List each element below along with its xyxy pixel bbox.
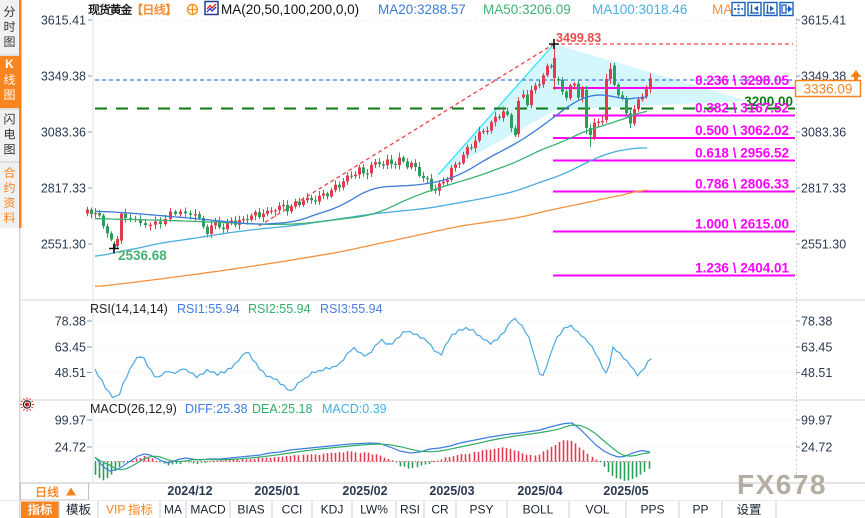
svg-text:48.51: 48.51 xyxy=(55,366,86,380)
svg-text:78.38: 78.38 xyxy=(55,315,86,329)
svg-text:KDJ: KDJ xyxy=(321,503,344,517)
svg-text:RSI3:55.94: RSI3:55.94 xyxy=(320,302,383,316)
svg-text:0.500 \ 3062.02: 0.500 \ 3062.02 xyxy=(695,123,789,138)
svg-text:1.000 \ 2615.00: 1.000 \ 2615.00 xyxy=(695,217,789,232)
svg-text:2536.68: 2536.68 xyxy=(118,248,167,263)
svg-text:2024/12: 2024/12 xyxy=(167,484,212,498)
svg-text:VIP: VIP xyxy=(106,503,125,517)
svg-text:99.97: 99.97 xyxy=(801,414,832,428)
svg-text:0.236 \ 3298.05: 0.236 \ 3298.05 xyxy=(695,73,789,88)
svg-text:MA50:3206.09: MA50:3206.09 xyxy=(483,2,571,17)
svg-text:RSI: RSI xyxy=(400,503,420,517)
svg-text:2025/02: 2025/02 xyxy=(342,484,387,498)
svg-text:2817.33: 2817.33 xyxy=(41,182,86,196)
svg-text:3615.41: 3615.41 xyxy=(801,14,846,28)
svg-text:2551.30: 2551.30 xyxy=(41,238,86,252)
svg-text:3336.09: 3336.09 xyxy=(804,82,853,97)
svg-text:24.72: 24.72 xyxy=(55,441,86,455)
svg-text:48.51: 48.51 xyxy=(801,366,832,380)
svg-text:2025/04: 2025/04 xyxy=(517,484,562,498)
svg-text:3499.83: 3499.83 xyxy=(556,31,601,45)
svg-text:2551.30: 2551.30 xyxy=(801,238,846,252)
svg-text:CR: CR xyxy=(431,503,449,517)
svg-text:MACD: MACD xyxy=(190,503,226,517)
svg-text:3200.00: 3200.00 xyxy=(744,94,793,109)
svg-text:63.45: 63.45 xyxy=(801,341,832,355)
svg-text:MA100:3018.46: MA100:3018.46 xyxy=(592,2,687,17)
svg-text:BIAS: BIAS xyxy=(237,503,264,517)
svg-text:MA: MA xyxy=(164,503,182,517)
svg-text:RSI2:55.94: RSI2:55.94 xyxy=(248,302,311,316)
svg-text:78.38: 78.38 xyxy=(801,315,832,329)
svg-text:FX678: FX678 xyxy=(737,469,827,500)
svg-text:MA20:3288.57: MA20:3288.57 xyxy=(378,2,466,17)
svg-text:MA(20,50,100,200,0,0): MA(20,50,100,200,0,0) xyxy=(221,2,359,17)
svg-text:MACD:0.39: MACD:0.39 xyxy=(322,402,387,416)
svg-text:DEA:25.18: DEA:25.18 xyxy=(252,402,313,416)
svg-text:DIFF:25.38: DIFF:25.38 xyxy=(185,402,248,416)
svg-text:0.382 \ 3167.52: 0.382 \ 3167.52 xyxy=(695,101,789,116)
svg-text:99.97: 99.97 xyxy=(55,414,86,428)
svg-text:CCI: CCI xyxy=(282,503,303,517)
svg-text:3083.36: 3083.36 xyxy=(41,126,86,140)
svg-text:PSY: PSY xyxy=(469,503,493,517)
svg-text:3349.38: 3349.38 xyxy=(41,70,86,84)
svg-text:LW%: LW% xyxy=(360,503,388,517)
svg-text:63.45: 63.45 xyxy=(55,341,86,355)
svg-text:0.618 \ 2956.52: 0.618 \ 2956.52 xyxy=(695,146,789,161)
svg-text:2025/05: 2025/05 xyxy=(603,484,648,498)
svg-text:1.236 \ 2404.01: 1.236 \ 2404.01 xyxy=(695,261,789,276)
svg-text:VOL: VOL xyxy=(585,503,609,517)
svg-text:3615.41: 3615.41 xyxy=(41,14,86,28)
svg-text:2025/01: 2025/01 xyxy=(254,484,299,498)
svg-text:RSI1:55.94: RSI1:55.94 xyxy=(177,302,240,316)
svg-text:0.786 \ 2806.33: 0.786 \ 2806.33 xyxy=(695,177,789,192)
svg-text:2025/03: 2025/03 xyxy=(429,484,474,498)
svg-text:K: K xyxy=(5,57,14,71)
svg-text:24.72: 24.72 xyxy=(801,441,832,455)
svg-text:BOLL: BOLL xyxy=(523,503,554,517)
svg-text:RSI(14,14,14): RSI(14,14,14) xyxy=(90,302,168,316)
svg-text:3083.36: 3083.36 xyxy=(801,126,846,140)
svg-text:MACD(26,12,9): MACD(26,12,9) xyxy=(90,402,177,416)
svg-text:PPS: PPS xyxy=(640,503,664,517)
svg-text:PP: PP xyxy=(692,503,708,517)
svg-text:2817.33: 2817.33 xyxy=(801,182,846,196)
